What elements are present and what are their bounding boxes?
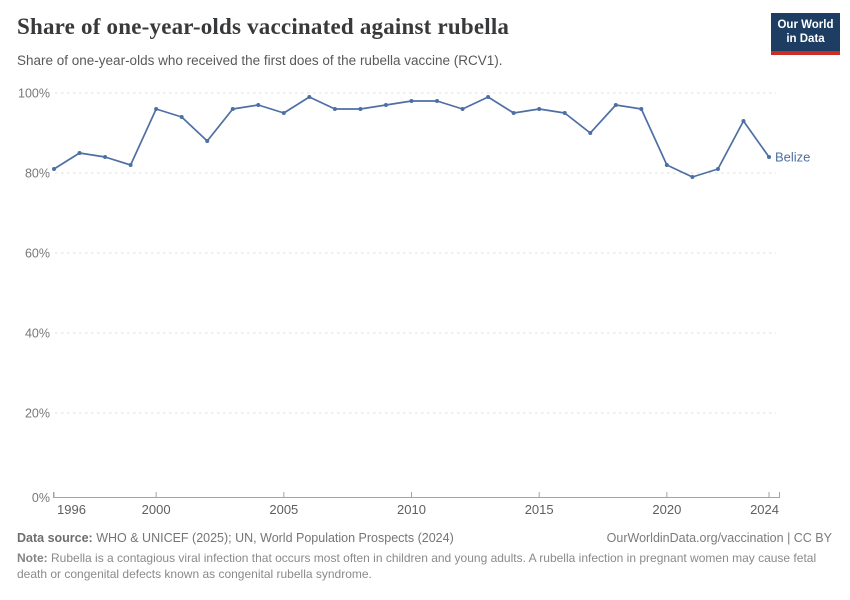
data-point[interactable] — [230, 107, 235, 111]
data-point[interactable] — [256, 103, 261, 107]
license-link[interactable]: OurWorldinData.org/vaccination | CC BY — [606, 531, 832, 545]
data-source: Data source: WHO & UNICEF (2025); UN, Wo… — [17, 531, 454, 545]
data-source-text: WHO & UNICEF (2025); UN, World Populatio… — [92, 531, 454, 545]
footer-sources-row: Data source: WHO & UNICEF (2025); UN, Wo… — [17, 531, 832, 545]
x-axis-label: 2015 — [525, 502, 554, 517]
page-title: Share of one-year-olds vaccinated agains… — [17, 14, 510, 39]
data-point[interactable] — [103, 155, 108, 159]
x-axis-label: 2020 — [652, 502, 681, 517]
data-point[interactable] — [767, 155, 771, 159]
y-axis-label: 80% — [25, 167, 50, 181]
x-axis-label: 2000 — [142, 502, 171, 517]
note-text: Rubella is a contagious viral infection … — [17, 551, 817, 581]
data-point[interactable] — [281, 111, 286, 115]
data-point[interactable] — [358, 107, 363, 111]
owid-logo-line1: Our World — [777, 19, 834, 31]
note-label: Note: — [17, 551, 48, 565]
data-line[interactable] — [53, 96, 770, 178]
footer-note: Note: Rubella is a contagious viral infe… — [17, 550, 835, 582]
y-axis-label: 0% — [32, 491, 50, 505]
owid-logo[interactable]: Our World in Data — [771, 13, 840, 56]
data-point[interactable] — [307, 95, 312, 99]
data-point[interactable] — [690, 175, 695, 179]
y-axis-label: 40% — [25, 327, 50, 341]
data-point[interactable] — [435, 99, 440, 103]
data-point[interactable] — [511, 111, 516, 115]
data-point[interactable] — [77, 151, 82, 155]
line-chart: 0% 20% 40% 60% 80% 100% 1996 2000 2005 2010 2015 20… — [18, 87, 810, 518]
chart-subtitle: Share of one-year-olds who received the … — [17, 53, 503, 68]
x-axis-label: 2010 — [397, 502, 426, 517]
data-point[interactable] — [52, 167, 56, 171]
x-axis-label: 2005 — [269, 502, 298, 517]
x-axis-label: 1996 — [57, 502, 86, 517]
data-point[interactable] — [205, 139, 210, 143]
data-point[interactable] — [154, 107, 159, 111]
data-point[interactable] — [128, 163, 133, 167]
owid-logo-line2: in Data — [786, 33, 825, 46]
y-axis-label: 100% — [18, 87, 50, 101]
data-point[interactable] — [562, 111, 567, 115]
data-point[interactable] — [332, 107, 337, 111]
data-point[interactable] — [179, 115, 184, 119]
data-point[interactable] — [537, 107, 542, 111]
x-axis-label: 2024 — [750, 502, 779, 517]
data-point[interactable] — [486, 95, 491, 99]
y-axis-label: 20% — [25, 407, 50, 421]
data-point[interactable] — [741, 119, 746, 123]
data-point[interactable] — [613, 103, 618, 107]
data-point[interactable] — [409, 99, 414, 103]
data-point[interactable] — [664, 163, 669, 167]
data-point[interactable] — [715, 167, 720, 171]
data-point[interactable] — [383, 103, 388, 107]
y-axis-label: 60% — [25, 247, 50, 261]
data-point[interactable] — [639, 107, 644, 111]
series-end-label[interactable]: Belize — [775, 150, 810, 165]
data-source-label: Data source: — [17, 531, 93, 545]
data-point[interactable] — [460, 107, 465, 111]
data-point[interactable] — [588, 131, 593, 135]
